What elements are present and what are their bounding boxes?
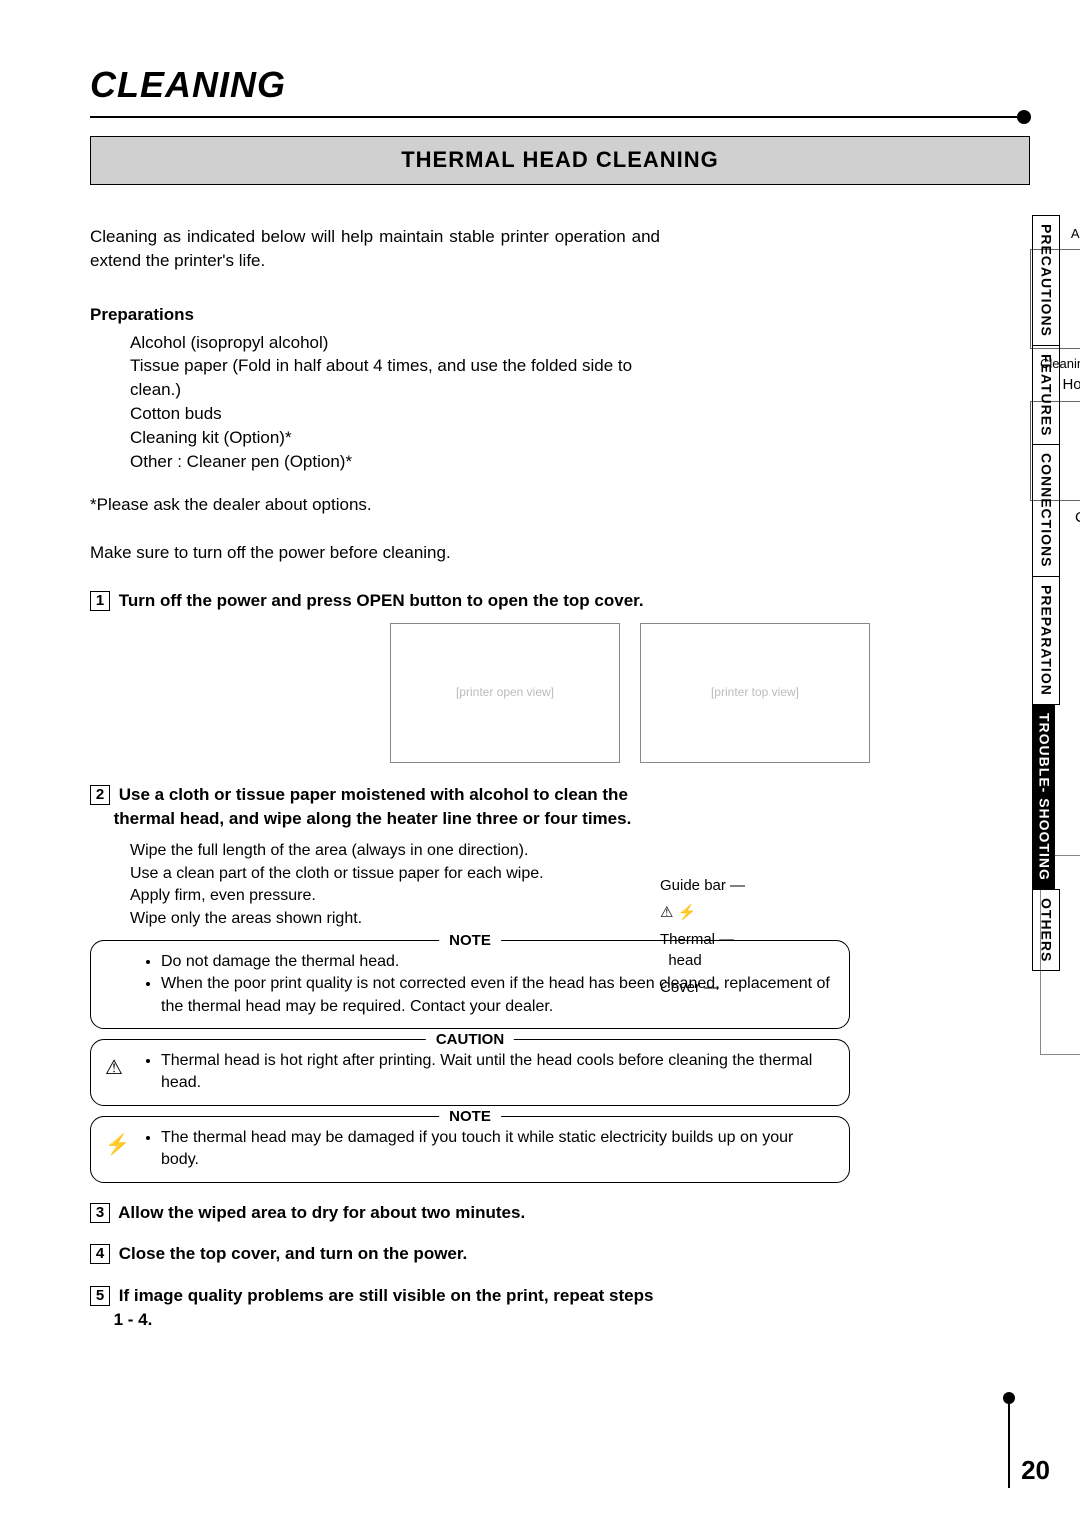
page-number-rule: [1008, 1398, 1010, 1488]
step-number: 2: [90, 785, 110, 805]
step-1: 1 Turn off the power and press OPEN butt…: [90, 589, 1030, 613]
step-text: thermal head, and wipe along the heater …: [114, 809, 632, 828]
detail-line: Apply firm, even pressure.: [130, 885, 650, 907]
prep-item: Alcohol (isopropyl alcohol): [130, 331, 660, 355]
tab-preparation[interactable]: PREPARATION: [1032, 576, 1060, 705]
step-4: 4 Close the top cover, and turn on the p…: [90, 1242, 1030, 1266]
power-off-note: Make sure to turn off the power before c…: [90, 541, 660, 565]
note-box-2: NOTE ⚡ The thermal head may be damaged i…: [90, 1116, 850, 1183]
note-item: The thermal head may be damaged if you t…: [161, 1127, 835, 1172]
printer-open-figure: [printer open view]: [390, 623, 620, 763]
tab-troubleshooting[interactable]: TROUBLE- SHOOTING: [1032, 704, 1055, 890]
step-5: 5 If image quality problems are still vi…: [90, 1284, 1030, 1332]
printer-figures-row: [printer open view] [printer top view]: [390, 623, 1030, 763]
caution-item: Thermal head is hot right after printing…: [161, 1050, 835, 1095]
page-number: 20: [1021, 1452, 1050, 1488]
note-box-1: NOTE Do not damage the thermal head. Whe…: [90, 940, 850, 1029]
printer-top-figure: [printer top view]: [640, 623, 870, 763]
step-2-details: Wipe the full length of the area (always…: [90, 840, 650, 930]
step-text: 1 - 4.: [114, 1310, 153, 1329]
detail-line: Wipe the full length of the area (always…: [130, 840, 650, 862]
detail-line: Wipe only the areas shown right.: [130, 908, 650, 930]
static-icon: ⚡: [105, 1131, 130, 1159]
note-title: NOTE: [439, 1106, 501, 1127]
step-text: Close the top cover, and turn on the pow…: [119, 1244, 468, 1263]
step-text: Allow the wiped area to dry for about tw…: [118, 1203, 525, 1222]
step-2: 2 Use a cloth or tissue paper moistened …: [90, 783, 880, 831]
step-text: Turn off the power and press OPEN button…: [119, 591, 644, 610]
title-rule: [90, 116, 1030, 118]
preparations-heading: Preparations: [90, 303, 660, 327]
step-number: 4: [90, 1244, 110, 1264]
step-number: 5: [90, 1286, 110, 1306]
content-area: Cleaning as indicated below will help ma…: [90, 225, 1030, 1332]
prep-item: Cleaning kit (Option)*: [130, 426, 660, 450]
step-number: 1: [90, 591, 110, 611]
section-heading: THERMAL HEAD CLEANING: [90, 136, 1030, 185]
note-item: When the poor print quality is not corre…: [161, 973, 835, 1018]
page-title: CLEANING: [90, 60, 1030, 110]
prep-item: Other : Cleaner pen (Option)*: [130, 450, 660, 474]
tab-connections[interactable]: CONNECTIONS: [1032, 444, 1060, 576]
caution-box: CAUTION ⚠ Thermal head is hot right afte…: [90, 1039, 850, 1106]
step-number: 3: [90, 1203, 110, 1223]
intro-text: Cleaning as indicated below will help ma…: [90, 225, 660, 273]
prep-item: Tissue paper (Fold in half about 4 times…: [130, 354, 660, 402]
options-footnote: *Please ask the dealer about options.: [90, 493, 660, 517]
preparations-list: Alcohol (isopropyl alcohol) Tissue paper…: [90, 331, 660, 474]
tab-precautions[interactable]: PRECAUTIONS: [1032, 215, 1060, 346]
step-text: Use a cloth or tissue paper moistened wi…: [119, 785, 628, 804]
tab-others[interactable]: OTHERS: [1032, 889, 1060, 971]
warning-icon: ⚠: [105, 1054, 123, 1082]
note-item: Do not damage the thermal head.: [161, 951, 835, 973]
step-3: 3 Allow the wiped area to dry for about …: [90, 1201, 1030, 1225]
note-title: NOTE: [439, 930, 501, 951]
guide-bar-label: Guide bar: [660, 877, 726, 894]
prep-item: Cotton buds: [130, 402, 660, 426]
side-tab-nav: PRECAUTIONS FEATURES CONNECTIONS PREPARA…: [1032, 215, 1060, 970]
step-text: If image quality problems are still visi…: [119, 1286, 654, 1305]
detail-line: Use a clean part of the cloth or tissue …: [130, 863, 650, 885]
tab-features[interactable]: FEATURES: [1032, 345, 1060, 445]
caution-title: CAUTION: [426, 1029, 514, 1050]
